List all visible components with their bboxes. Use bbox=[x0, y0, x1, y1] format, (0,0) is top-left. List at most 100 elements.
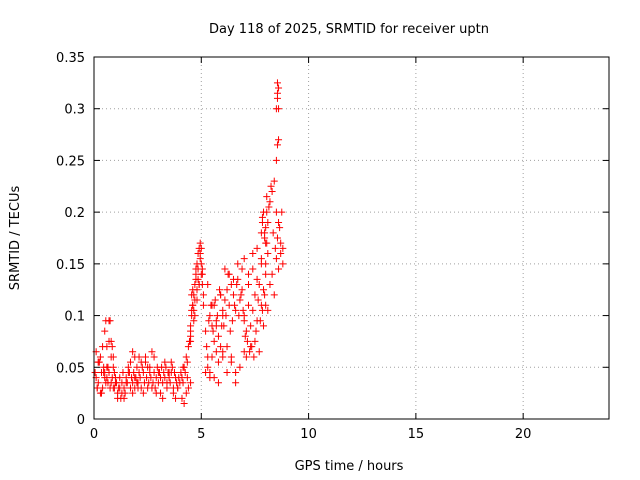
plot-frame bbox=[93, 56, 610, 420]
data-point bbox=[208, 301, 216, 309]
data-point bbox=[275, 136, 283, 144]
data-point bbox=[196, 239, 204, 247]
data-point bbox=[101, 374, 109, 382]
data-point bbox=[260, 286, 268, 294]
data-point bbox=[126, 358, 134, 366]
data-point bbox=[139, 368, 147, 376]
data-point bbox=[273, 141, 281, 149]
data-point bbox=[228, 317, 236, 325]
data-point bbox=[242, 327, 250, 335]
data-point bbox=[214, 332, 222, 340]
data-point bbox=[262, 270, 270, 278]
data-point bbox=[245, 270, 252, 278]
data-point bbox=[142, 353, 149, 361]
data-point bbox=[268, 187, 276, 195]
data-point bbox=[262, 301, 270, 309]
data-point bbox=[148, 348, 156, 356]
data-point bbox=[182, 389, 190, 397]
data-point bbox=[266, 281, 274, 289]
data-point bbox=[103, 343, 111, 351]
data-point bbox=[193, 286, 201, 294]
data-point bbox=[206, 312, 214, 320]
data-point bbox=[258, 213, 266, 221]
data-point bbox=[264, 218, 272, 226]
data-point bbox=[263, 193, 271, 201]
data-point bbox=[243, 337, 251, 345]
data-point bbox=[98, 389, 106, 397]
data-point bbox=[277, 239, 285, 247]
data-point bbox=[270, 291, 278, 299]
data-point bbox=[144, 384, 152, 392]
data-point bbox=[236, 296, 244, 304]
data-point bbox=[242, 353, 250, 361]
tick-layer: 0 5 10 15 20 0 0.05 0.1 0.15 0.2 0.25 0.3 0.35 bbox=[56, 51, 609, 442]
data-point bbox=[94, 358, 102, 366]
data-point bbox=[275, 105, 283, 113]
data-point bbox=[124, 368, 132, 376]
data-point bbox=[247, 343, 255, 351]
data-point bbox=[129, 348, 137, 356]
data-point bbox=[109, 353, 117, 361]
data-point bbox=[249, 306, 257, 314]
data-point bbox=[233, 281, 241, 289]
data-point bbox=[257, 255, 265, 263]
data-point bbox=[217, 291, 225, 299]
data-point bbox=[238, 286, 246, 294]
data-point bbox=[247, 322, 255, 330]
y-tick-label: 0.05 bbox=[56, 361, 85, 376]
data-point bbox=[163, 384, 171, 392]
data-point bbox=[204, 363, 212, 371]
data-point bbox=[254, 296, 262, 304]
data-point bbox=[256, 317, 264, 325]
data-point bbox=[184, 384, 192, 392]
data-point bbox=[268, 270, 276, 278]
x-tick-label: 15 bbox=[408, 427, 425, 442]
data-point bbox=[116, 384, 124, 392]
data-point bbox=[204, 281, 212, 289]
data-point bbox=[277, 250, 285, 258]
data-point bbox=[220, 322, 228, 330]
data-point bbox=[212, 348, 220, 356]
data-point bbox=[222, 312, 230, 320]
data-point bbox=[190, 306, 198, 314]
data-point bbox=[212, 322, 220, 330]
x-tick-label: 5 bbox=[197, 427, 205, 442]
data-point bbox=[273, 79, 281, 87]
data-point bbox=[109, 363, 117, 371]
data-point bbox=[139, 389, 147, 397]
data-point bbox=[105, 317, 113, 325]
data-point bbox=[241, 332, 249, 340]
data-point bbox=[202, 327, 210, 335]
data-point bbox=[118, 389, 126, 397]
data-point bbox=[137, 358, 145, 366]
data-point bbox=[275, 218, 283, 226]
data-point bbox=[116, 374, 124, 382]
data-point bbox=[183, 374, 191, 382]
y-tick-label: 0.25 bbox=[56, 154, 85, 169]
data-point bbox=[263, 239, 271, 247]
data-point bbox=[167, 358, 175, 366]
x-axis-label: GPS time / hours bbox=[295, 459, 404, 474]
data-point bbox=[260, 322, 268, 330]
data-point bbox=[159, 394, 167, 402]
data-point bbox=[245, 281, 252, 289]
data-point bbox=[180, 399, 188, 407]
data-point bbox=[150, 353, 158, 361]
data-point bbox=[151, 384, 159, 392]
data-point bbox=[252, 327, 260, 335]
data-point bbox=[263, 208, 271, 216]
data-point bbox=[187, 327, 195, 335]
data-point bbox=[178, 394, 186, 402]
data-point bbox=[187, 379, 195, 387]
data-point bbox=[253, 244, 261, 252]
data-point bbox=[223, 286, 231, 294]
data-point bbox=[234, 260, 242, 268]
data-point bbox=[261, 291, 269, 299]
data-point bbox=[199, 291, 207, 299]
data-point bbox=[192, 265, 200, 273]
data-point bbox=[266, 198, 274, 206]
x-tick-label: 0 bbox=[90, 427, 98, 442]
data-point bbox=[249, 250, 257, 258]
data-point bbox=[246, 348, 254, 356]
data-point bbox=[96, 353, 104, 361]
